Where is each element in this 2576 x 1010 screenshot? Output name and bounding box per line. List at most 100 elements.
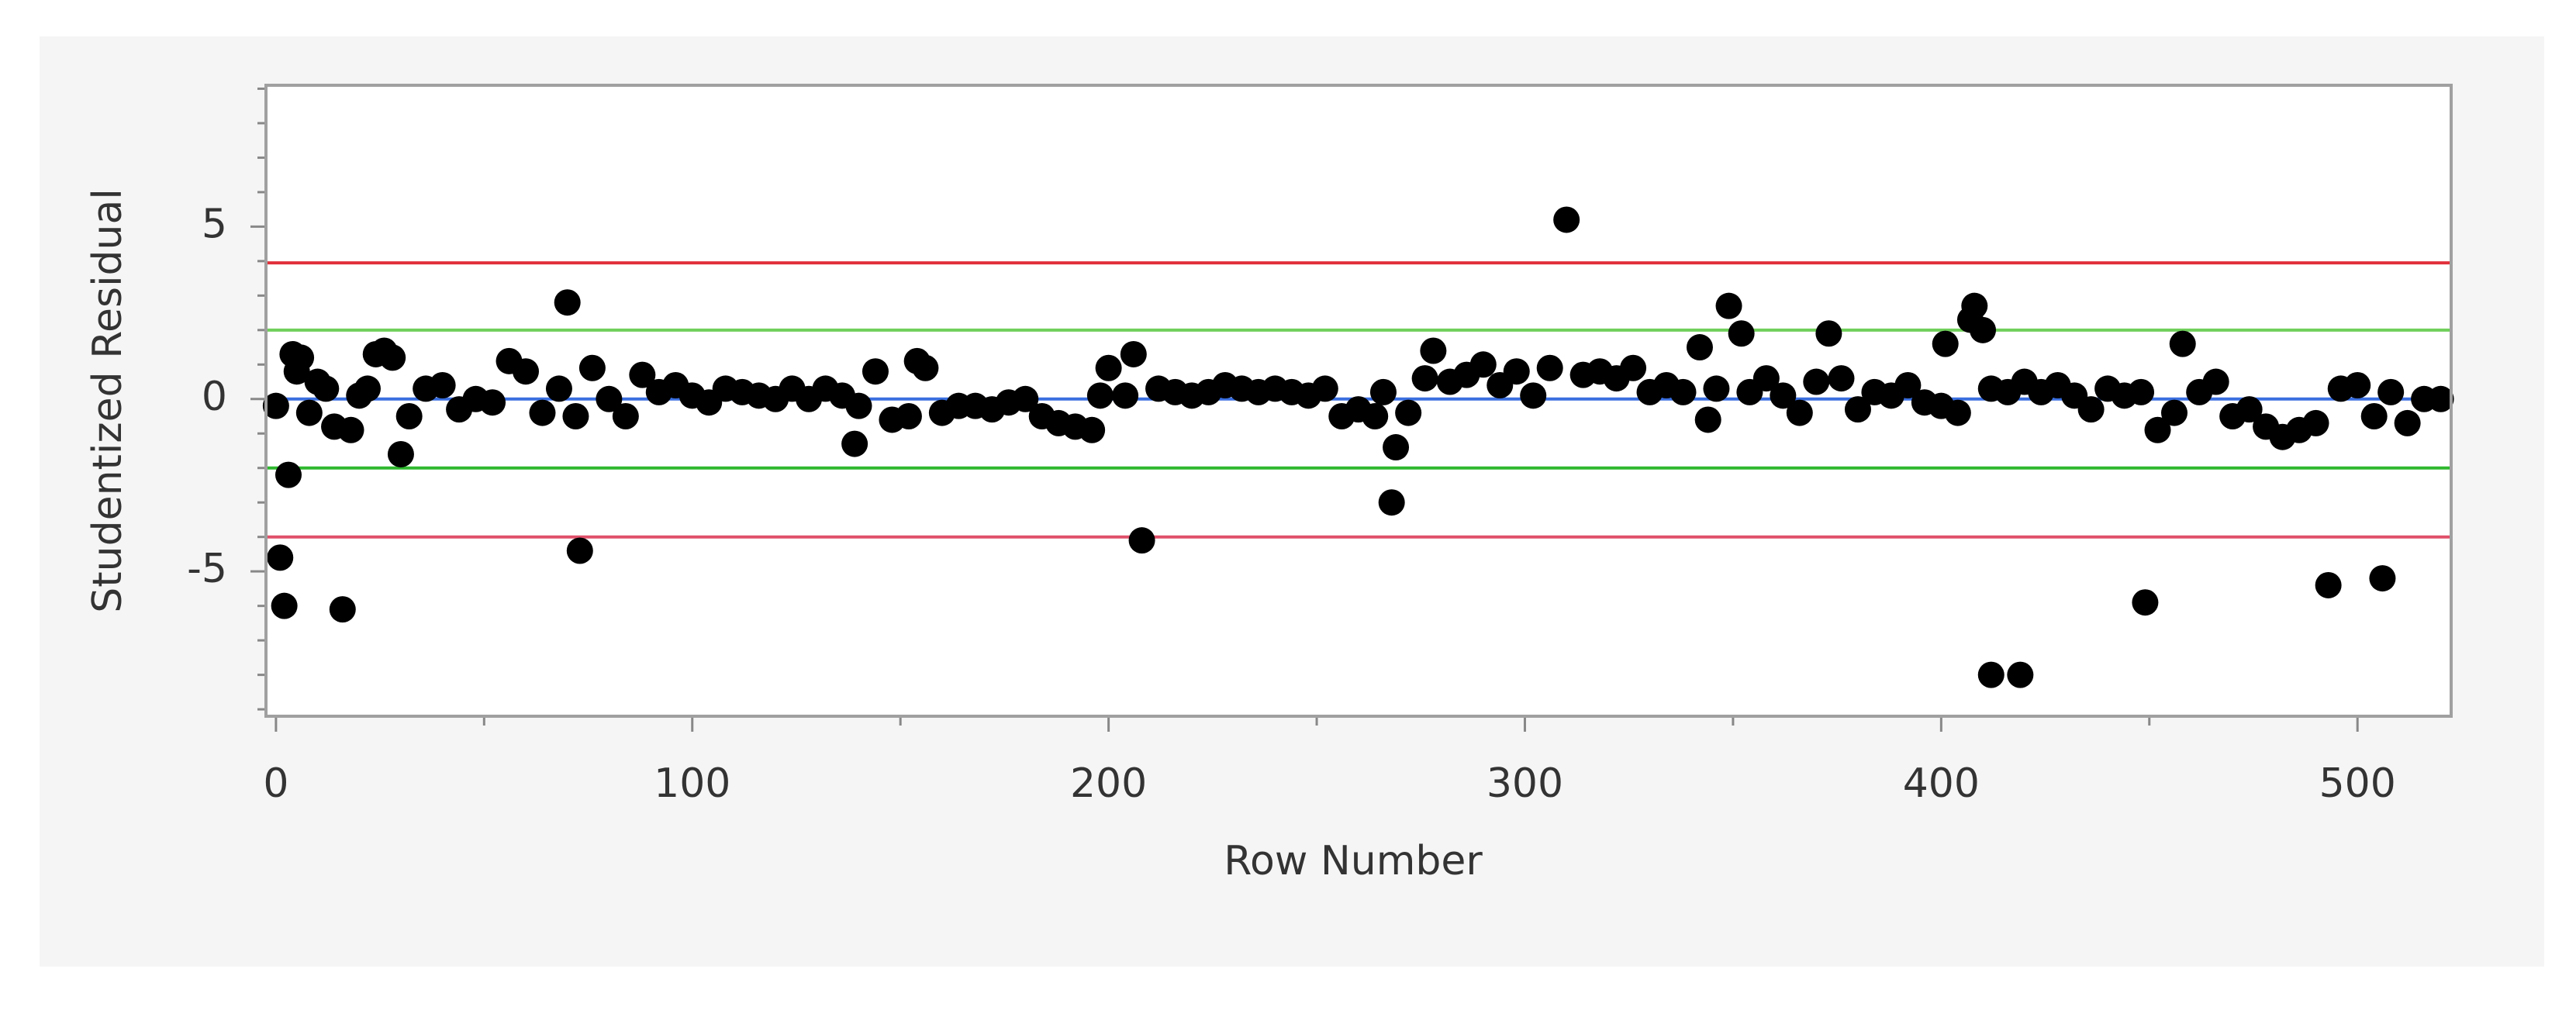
x-tick-label: 100 <box>654 760 730 807</box>
point <box>1536 354 1563 381</box>
point <box>2427 385 2454 412</box>
x-axis-label: Row Number <box>1224 838 1483 884</box>
point <box>262 392 289 419</box>
point <box>1411 365 1438 392</box>
point <box>1395 399 1422 426</box>
point <box>545 375 572 402</box>
point <box>1012 385 1039 412</box>
point <box>1503 358 1530 385</box>
point <box>1970 316 1997 343</box>
point <box>1815 320 1842 347</box>
point <box>379 344 406 371</box>
point <box>429 371 456 398</box>
point <box>596 385 623 412</box>
point <box>1786 399 1813 426</box>
point <box>1944 399 1971 426</box>
point <box>2315 571 2342 598</box>
point <box>1120 340 1147 367</box>
point <box>479 389 506 416</box>
y-tick-label: -5 <box>187 546 227 592</box>
point <box>2144 416 2171 443</box>
point <box>387 440 414 467</box>
point <box>2077 396 2105 423</box>
point <box>1420 337 1447 364</box>
x-tick-label: 200 <box>1070 760 1147 807</box>
point <box>841 430 868 457</box>
point <box>2202 368 2229 395</box>
point <box>912 354 939 381</box>
point <box>513 358 540 385</box>
point <box>2128 378 2155 405</box>
point <box>1369 378 1397 405</box>
y-tick-label: 5 <box>202 201 227 247</box>
plot-border <box>264 84 2453 718</box>
point <box>2344 371 2371 398</box>
point <box>1961 292 1988 319</box>
point <box>529 399 556 426</box>
point <box>275 461 302 488</box>
point <box>337 416 364 443</box>
point <box>354 375 381 402</box>
point <box>2236 396 2263 423</box>
point <box>2160 399 2188 426</box>
point <box>1670 378 1697 405</box>
point <box>1803 368 1830 395</box>
x-tick-label: 400 <box>1903 760 1980 807</box>
point <box>554 289 581 316</box>
point <box>1112 382 1139 409</box>
point <box>562 403 589 430</box>
point <box>1977 661 2005 688</box>
point <box>862 358 889 385</box>
point <box>329 596 356 623</box>
point <box>629 361 656 388</box>
point <box>1932 330 1959 357</box>
point <box>566 537 593 564</box>
point <box>1752 365 1780 392</box>
point <box>1728 320 1755 347</box>
point <box>1894 371 1922 398</box>
x-tick-label: 500 <box>2319 760 2396 807</box>
point <box>1469 351 1497 378</box>
point <box>2394 409 2421 436</box>
point <box>1828 365 1855 392</box>
point <box>2302 409 2329 436</box>
point <box>578 354 606 381</box>
point <box>288 344 315 371</box>
point <box>2169 330 2196 357</box>
point <box>1844 396 1871 423</box>
point <box>895 403 922 430</box>
x-tick-label: 0 <box>263 760 288 807</box>
point <box>1128 527 1155 554</box>
point <box>1095 354 1122 381</box>
point <box>395 403 423 430</box>
point <box>1715 292 1742 319</box>
point <box>612 403 639 430</box>
point <box>1620 354 1647 381</box>
point <box>2007 661 2034 688</box>
point <box>1770 382 1797 409</box>
point <box>1694 406 1721 433</box>
point <box>2377 378 2405 405</box>
point <box>1520 382 1547 409</box>
y-tick-label: 0 <box>202 374 227 420</box>
point <box>295 399 323 426</box>
point <box>313 375 340 402</box>
point <box>1362 403 1389 430</box>
point <box>1378 489 1405 516</box>
point <box>2369 565 2396 592</box>
point <box>1686 334 1713 361</box>
y-axis-label: Studentized Residual <box>85 188 131 613</box>
point <box>2360 403 2388 430</box>
point <box>1311 375 1338 402</box>
point <box>1079 416 1106 443</box>
point <box>845 392 872 419</box>
point <box>271 592 298 619</box>
x-tick-label: 300 <box>1487 760 1563 807</box>
point <box>1383 434 1410 461</box>
point <box>2132 589 2159 616</box>
point <box>1086 382 1114 409</box>
point <box>267 544 294 571</box>
point <box>1703 375 1730 402</box>
point <box>1553 206 1580 233</box>
